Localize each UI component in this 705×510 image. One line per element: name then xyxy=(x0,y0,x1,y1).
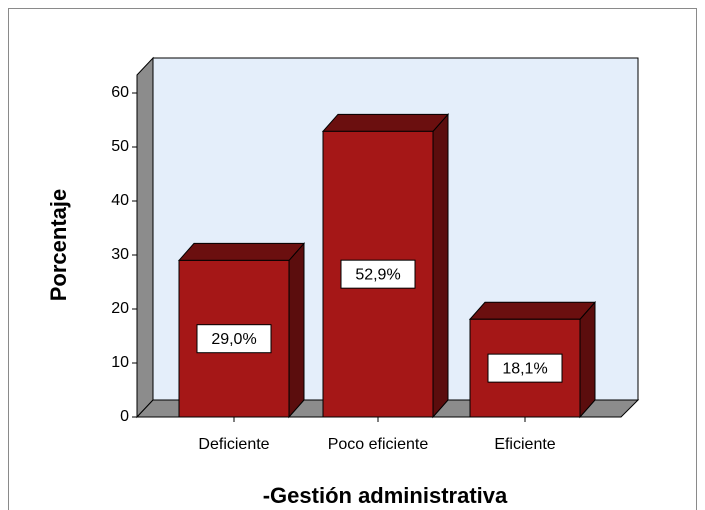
value-label-box xyxy=(340,259,416,289)
value-label: 29,0% xyxy=(211,331,256,348)
bar-side xyxy=(432,113,449,419)
y-axis-title: Porcentaje xyxy=(46,189,71,302)
x-axis-title: -Gestión administrativa xyxy=(263,483,508,508)
bar-top xyxy=(468,301,597,320)
y-tick-label: 0 xyxy=(120,408,129,425)
y-tick-label: 30 xyxy=(111,246,129,263)
y-tick-label: 20 xyxy=(111,300,129,317)
bar-top xyxy=(177,242,306,261)
x-tick-label: Eficiente xyxy=(494,436,555,453)
bar-side xyxy=(288,242,305,419)
y-tick-label: 60 xyxy=(111,84,129,101)
value-label-box xyxy=(196,324,272,354)
y-tick-label: 50 xyxy=(111,138,129,155)
y-tick-label: 40 xyxy=(111,192,129,209)
x-tick-label: Poco eficiente xyxy=(328,436,429,453)
y-tick-label: 10 xyxy=(111,354,129,371)
x-tick-label: Deficiente xyxy=(198,436,269,453)
value-label: 52,9% xyxy=(355,266,400,283)
left-wall xyxy=(136,56,154,419)
bar-side xyxy=(579,300,596,419)
bar-top xyxy=(321,113,450,132)
value-label: 18,1% xyxy=(502,360,547,377)
value-label-box xyxy=(487,353,563,383)
